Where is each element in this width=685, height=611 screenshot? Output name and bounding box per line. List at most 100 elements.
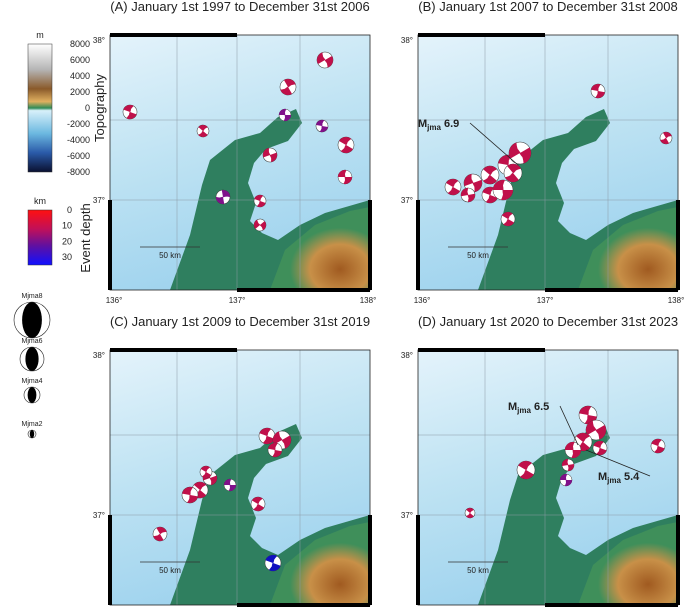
annotation-symbol: M	[508, 401, 517, 413]
panel-title: (D) January 1st 2020 to December 31st 20…	[418, 314, 678, 329]
beachball	[196, 124, 210, 138]
beachball	[444, 178, 462, 196]
lat-label: 38°	[93, 36, 105, 45]
topography-tick: -6000	[67, 151, 90, 161]
beachball	[264, 554, 282, 572]
topography-tick: 6000	[70, 55, 90, 65]
scale-bar-label: 50 km	[159, 251, 181, 260]
topography-tick: 8000	[70, 39, 90, 49]
lat-label: 37°	[93, 196, 105, 205]
depth-tick: 0	[67, 205, 72, 215]
topography-colorbar	[27, 43, 53, 173]
beachball	[650, 438, 666, 454]
lon-label: 137°	[537, 296, 554, 305]
lon-label: 138°	[668, 296, 685, 305]
beachball	[559, 473, 573, 487]
magnitude-legend-label: Mjma2	[21, 421, 42, 428]
annotation-subscript: jma	[606, 476, 621, 485]
depth-label: Event depth	[78, 203, 93, 272]
beachball	[337, 169, 353, 185]
annotation-pointer	[559, 405, 579, 446]
beachball	[460, 187, 476, 203]
topography-tick: -4000	[67, 135, 90, 145]
beachball	[316, 51, 334, 69]
topography-unit: m	[36, 30, 44, 40]
panel-title: (A) January 1st 1997 to December 31st 20…	[110, 0, 369, 14]
map-base	[110, 350, 370, 605]
map-panel: (B) January 1st 2007 to December 31st 20…	[401, 0, 684, 305]
lat-label: 38°	[93, 351, 105, 360]
beachball	[585, 419, 607, 441]
topography-tick: -2000	[67, 119, 90, 129]
annotation-magnitude: 6.9	[444, 118, 459, 130]
magnitude-symbol	[27, 387, 37, 403]
beachball	[253, 194, 267, 208]
lon-label: 136°	[106, 296, 123, 305]
depth-colorbar	[27, 209, 53, 266]
depth-tick: 20	[62, 236, 72, 246]
scale-bar-label: 50 km	[159, 566, 181, 575]
beachball	[578, 405, 598, 425]
map-base	[418, 35, 678, 290]
lat-label: 37°	[401, 196, 413, 205]
beachball	[516, 460, 536, 480]
beachball	[215, 189, 231, 205]
magnitude-symbol	[22, 302, 42, 338]
panel-title: (C) January 1st 2009 to December 31st 20…	[110, 314, 370, 329]
lat-label: 37°	[401, 511, 413, 520]
panels: (A) January 1st 1997 to December 31st 20…	[93, 0, 684, 608]
beachball	[315, 119, 329, 133]
magnitude-legend-label: Mjma6	[21, 338, 42, 345]
beachball	[267, 442, 283, 458]
magnitude-legend-label: Mjma4	[21, 378, 42, 385]
beachball	[337, 136, 355, 154]
beachball	[503, 163, 523, 183]
beachball	[122, 104, 138, 120]
lat-label: 38°	[401, 351, 413, 360]
beachball	[152, 526, 168, 542]
lat-label: 38°	[401, 36, 413, 45]
annotation-symbol: M	[598, 471, 607, 483]
annotation: Mjma 6.9	[418, 118, 459, 132]
magnitude-symbol	[25, 347, 39, 371]
beachball	[250, 496, 266, 512]
lon-label: 138°	[360, 296, 377, 305]
beachball	[463, 173, 483, 193]
beachball	[223, 478, 237, 492]
annotation-symbol: M	[418, 118, 427, 130]
scale-bar-label: 50 km	[467, 566, 489, 575]
beachball	[590, 83, 606, 99]
lon-label: 136°	[414, 296, 431, 305]
depth-tick: 10	[62, 221, 72, 231]
beachball	[279, 78, 297, 96]
beachball	[262, 147, 278, 163]
beachball	[492, 179, 514, 201]
annotation-subscript: jma	[516, 406, 531, 415]
annotation: Mjma 6.5	[508, 401, 549, 415]
scale-bar-label: 50 km	[467, 251, 489, 260]
legend: m 8000 6000 4000 2000 0 -2000 -4000 -6000 -8000 To…	[13, 30, 107, 439]
beachball	[480, 165, 500, 185]
map-panel: (C) January 1st 2009 to December 31st 20…	[93, 314, 373, 608]
annotation-pointer	[585, 449, 651, 477]
beachball	[278, 108, 292, 122]
lon-label: 137°	[229, 296, 246, 305]
topography-tick: 2000	[70, 87, 90, 97]
annotation-pointer	[469, 122, 519, 166]
annotation-subscript: jma	[426, 123, 441, 132]
beachball	[561, 458, 575, 472]
topography-label: Topography	[92, 74, 107, 142]
annotation: Mjma 5.4	[598, 471, 640, 485]
beachball	[500, 211, 516, 227]
beachball	[199, 465, 213, 479]
beachball	[564, 441, 582, 459]
beachball	[253, 218, 267, 232]
topography-tick: -8000	[67, 167, 90, 177]
magnitude-legend-label: Mjma8	[21, 293, 42, 300]
annotation-magnitude: 6.5	[534, 401, 549, 413]
beachball	[181, 486, 199, 504]
map-base	[110, 35, 370, 290]
map-panel: (A) January 1st 1997 to December 31st 20…	[93, 0, 376, 305]
lat-label: 37°	[93, 511, 105, 520]
